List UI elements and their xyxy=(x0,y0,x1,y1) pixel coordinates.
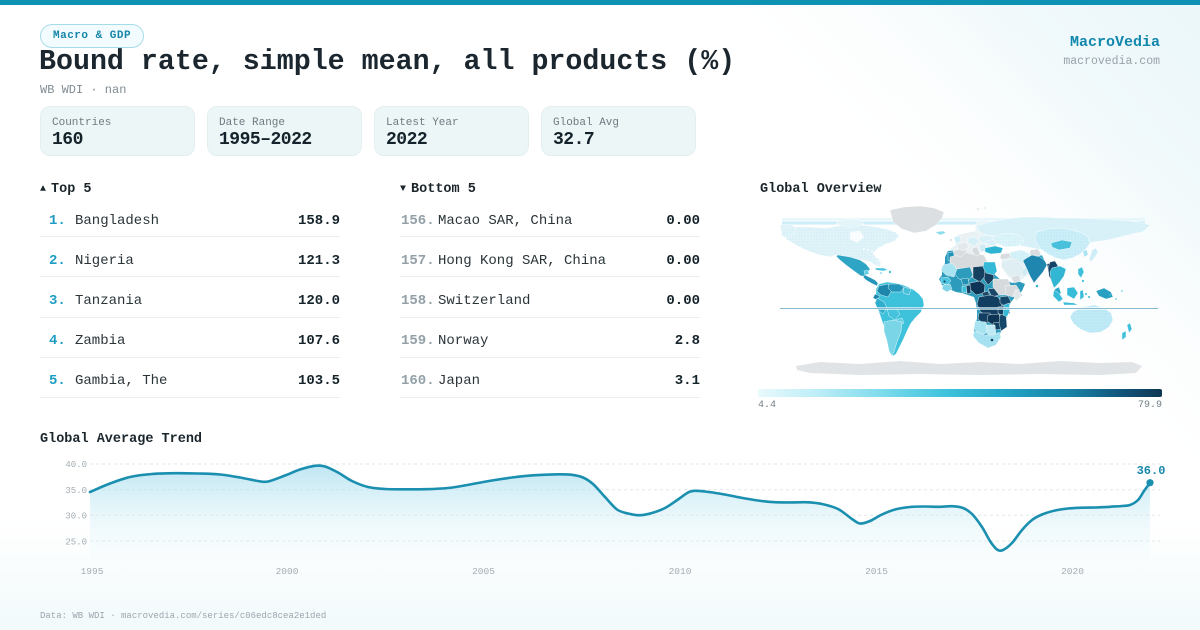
svg-text:40.0: 40.0 xyxy=(65,460,87,470)
svg-text:30.0: 30.0 xyxy=(65,512,87,522)
svg-text:2020: 2020 xyxy=(1061,566,1084,577)
svg-text:2005: 2005 xyxy=(472,566,495,577)
svg-text:36.0: 36.0 xyxy=(1137,464,1166,478)
svg-text:2015: 2015 xyxy=(865,566,888,577)
svg-text:25.0: 25.0 xyxy=(65,538,87,548)
svg-text:1995: 1995 xyxy=(81,566,104,577)
svg-text:35.0: 35.0 xyxy=(65,486,87,496)
svg-text:2000: 2000 xyxy=(276,566,299,577)
svg-text:2010: 2010 xyxy=(669,566,692,577)
